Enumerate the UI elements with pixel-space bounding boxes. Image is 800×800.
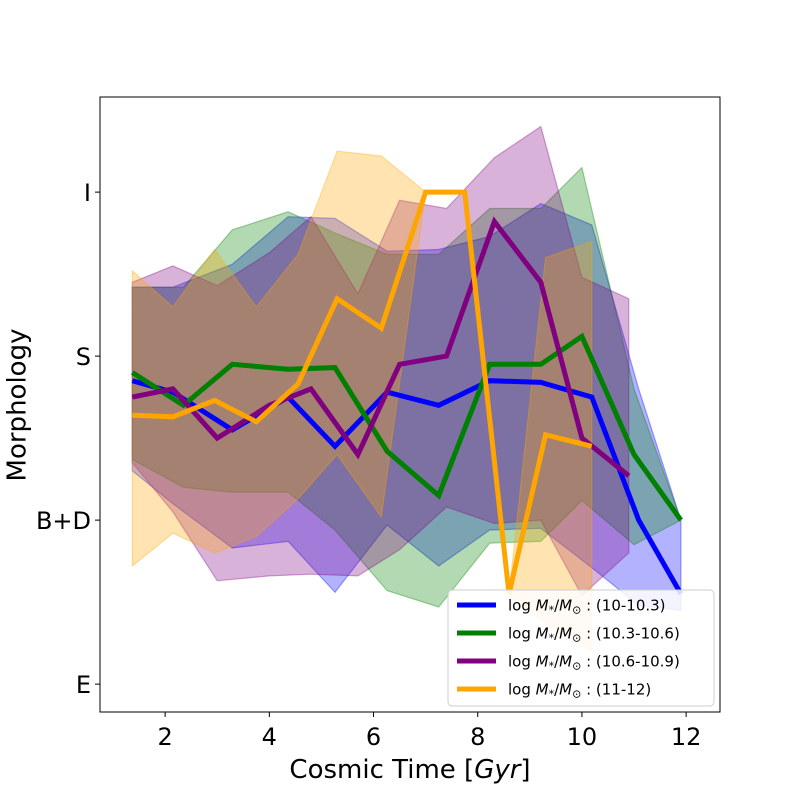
x-tick-label: 12 <box>671 723 702 751</box>
x-axis-ticks: 2 4 6 8 10 12 <box>157 712 701 751</box>
y-tick-label: E <box>76 671 91 699</box>
y-axis-ticks: E B+D S I <box>36 179 100 699</box>
band-series-2 <box>131 166 682 608</box>
legend-label-1: log M*/M⊙ : (10-10.3) <box>508 597 666 617</box>
y-axis-label: Morphology <box>3 329 33 482</box>
series-lines <box>130 189 684 596</box>
confidence-bands <box>131 125 682 653</box>
plot-frame <box>99 96 721 713</box>
y-tick-label: I <box>84 179 91 207</box>
line-series-2 <box>130 332 683 522</box>
legend-label-4: log M*/M⊙ : (11-12) <box>508 681 651 701</box>
legend-box <box>447 589 715 707</box>
legend-label-2: log M*/M⊙ : (10.3-10.6) <box>508 625 680 645</box>
y-tick-label: B+D <box>36 507 91 535</box>
x-axis-label: Cosmic Time [Gyr] <box>289 755 530 785</box>
x-tick-label: 2 <box>157 723 172 751</box>
line-series-1 <box>131 378 684 596</box>
band-series-3 <box>131 125 630 597</box>
legend-label-3: log M*/M⊙ : (10.6-10.9) <box>508 653 680 673</box>
x-axis-label-prefix: Cosmic Time [ <box>289 755 474 785</box>
x-tick-label: 4 <box>262 723 277 751</box>
x-axis-label-suffix: ] <box>520 755 530 785</box>
legend: log M*/M⊙ : (10-10.3) log M*/M⊙ : (10.3-1… <box>447 589 715 707</box>
line-series-3 <box>131 216 631 478</box>
x-tick-label: 10 <box>567 723 598 751</box>
x-tick-label: 6 <box>366 723 381 751</box>
x-axis-label-variable: Gyr <box>474 755 523 785</box>
y-tick-label: S <box>76 343 91 371</box>
line-series-4 <box>132 189 593 595</box>
x-tick-label: 8 <box>470 723 485 751</box>
